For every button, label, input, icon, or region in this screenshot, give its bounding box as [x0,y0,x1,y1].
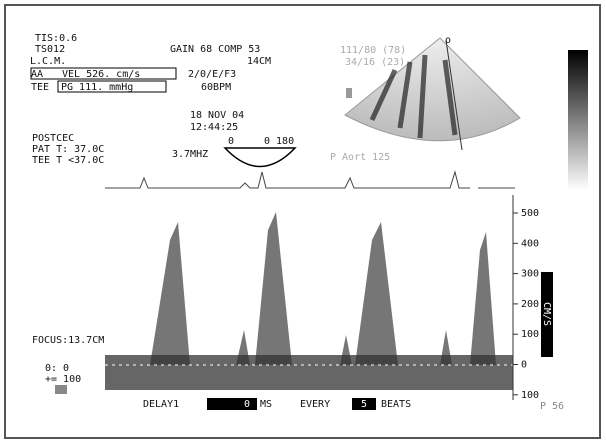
pat-temp: PAT T: 37.0C [32,144,104,155]
settings: 2/0/E/F3 [188,69,236,80]
angle-range: 0 180 [264,136,294,147]
marker: o [445,35,451,46]
depth: 14CM [247,56,271,67]
time: 12:44:25 [190,122,238,133]
scale-label: 0 [521,360,527,371]
scale-label: 500 [521,208,539,219]
velocity: VEL 526. cm/s [62,69,140,80]
delay: DELAY1 [143,399,179,410]
p-value: P 56 [540,401,564,412]
every: EVERY [300,399,330,410]
spectrum-baseline-noise [105,355,513,390]
tee: TEE [31,82,49,93]
gain: GAIN 68 COMP 53 [170,44,260,55]
unit: CM/S [541,302,552,326]
frequency: 3.7MHZ [172,149,208,160]
delay-unit: MS [260,399,272,410]
scale-label: 400 [521,238,539,249]
tee-temp: TEE T <37.0C [32,155,104,166]
gradient: PG 111. mmHg [61,82,133,93]
label: L.C.M. [30,56,66,67]
aa: AA [31,69,43,80]
tis: TIS:0.6 [35,33,77,44]
small-icon [55,385,67,394]
scale-label: 100 [521,390,539,401]
angle-left: 0 [228,136,234,147]
heart-rate: 60BPM [201,82,231,93]
status: POSTCEC [32,133,74,144]
date: 18 NOV 04 [190,110,244,121]
pressure-line1: 111/80 (78) [340,45,406,56]
ultrasound-screen: TIS:0.6 TS012 L.C.M. AA VEL 526. cm/s TE… [0,0,606,444]
scale-step: += 100 [45,374,81,385]
gray-scale-bar [568,50,588,190]
focus: FOCUS:13.7CM [32,335,104,346]
transducer: TS012 [35,44,65,55]
pressure-line2: 34/16 (23) [345,57,405,68]
scale-label: 200 [521,299,539,310]
beats-value: 5 [361,399,367,410]
scale-label: 300 [521,269,539,280]
aortic-pressure: P Aort 125 [330,152,390,163]
delay-value: 0 [244,399,250,410]
angle: 0: 0 [45,363,69,374]
beats: BEATS [381,399,411,410]
sector-marker [346,88,352,98]
scale-label: 100 [521,329,539,340]
